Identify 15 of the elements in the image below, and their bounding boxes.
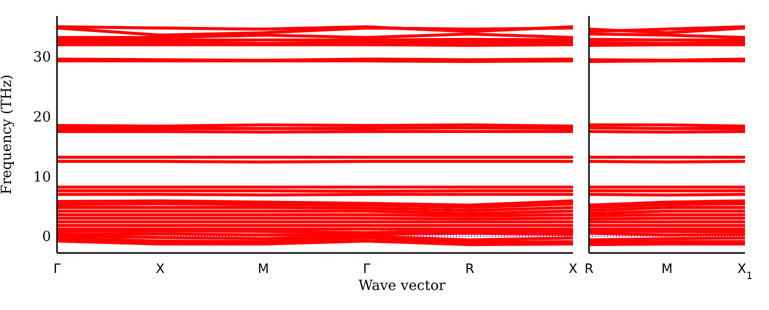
y-axis-title: Frequency (THz) <box>0 74 15 195</box>
y-tick-label: 30 <box>33 50 51 66</box>
x-axis-title: Wave vector <box>358 278 446 294</box>
x-tick-label: X <box>156 262 165 277</box>
x-tick-label: Γ <box>362 262 371 277</box>
x-tick-label: M <box>258 262 270 277</box>
x-tick-label: R <box>584 262 594 277</box>
y-tick-label: 0 <box>42 229 51 246</box>
x-tick-label: X <box>568 262 578 277</box>
y-tick-label: 20 <box>33 110 51 126</box>
x-tick-label: M <box>661 262 673 277</box>
x-tick-label: Γ <box>53 262 62 277</box>
x-tick-label: X$_{1}$ <box>737 262 753 282</box>
x-tick-label: R <box>465 262 474 277</box>
y-tick-label: 10 <box>33 169 51 186</box>
